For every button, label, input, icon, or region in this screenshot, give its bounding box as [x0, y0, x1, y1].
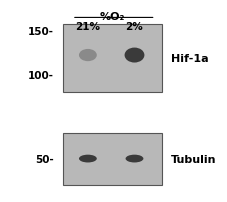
- FancyBboxPatch shape: [63, 25, 162, 93]
- Ellipse shape: [79, 155, 96, 163]
- Text: %O₂: %O₂: [100, 12, 125, 22]
- Ellipse shape: [79, 50, 96, 62]
- Text: 2%: 2%: [125, 22, 143, 32]
- Ellipse shape: [125, 155, 143, 163]
- Text: 150-: 150-: [28, 27, 54, 37]
- Text: Tubulin: Tubulin: [170, 154, 216, 164]
- Text: Hif-1a: Hif-1a: [170, 54, 208, 64]
- Text: 50-: 50-: [35, 154, 54, 164]
- Text: 100-: 100-: [28, 71, 54, 81]
- Text: 21%: 21%: [75, 22, 100, 32]
- Ellipse shape: [124, 48, 144, 63]
- FancyBboxPatch shape: [63, 133, 162, 185]
